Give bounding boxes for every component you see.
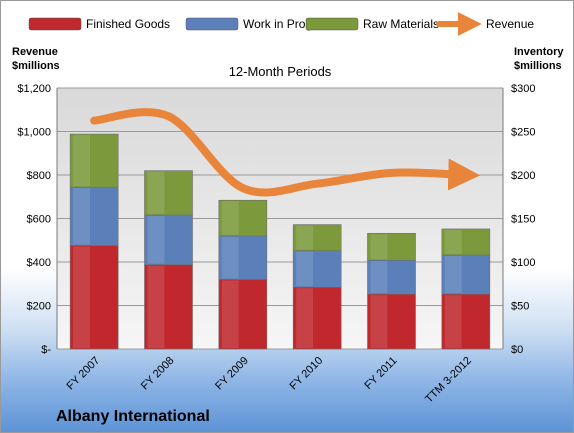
- bar-segment-raw-materials: [292, 224, 342, 251]
- bar-highlight: [73, 246, 90, 348]
- legend-label-revenue: Revenue: [486, 17, 534, 31]
- bar-segment-finished-goods: [144, 264, 193, 350]
- bar-finished-goods: [69, 245, 119, 350]
- legend-item-raw-materials: Raw Materials: [305, 17, 439, 31]
- bar-work-in-progress: [367, 259, 416, 295]
- bar-highlight: [370, 234, 388, 260]
- right-axis-ticks: $0 $50 $100 $150 $200 $250 $300: [511, 83, 535, 356]
- bar-segment-work-in-progress: [441, 254, 491, 295]
- bar-segment-raw-materials: [69, 133, 119, 188]
- left-axis-title-line2: $millions: [12, 60, 60, 72]
- bar-work-in-progress: [292, 250, 342, 288]
- left-tick-label: $200: [27, 301, 51, 313]
- legend-swatch-finished-goods: [28, 17, 82, 31]
- bar-segment-finished-goods: [441, 293, 491, 350]
- bar-highlight: [296, 251, 313, 287]
- bar-finished-goods: [292, 286, 342, 350]
- bar-raw-materials: [69, 133, 119, 188]
- bar-segment-work-in-progress: [367, 259, 416, 295]
- x-tick-label: FY 2008: [139, 355, 177, 393]
- revenue-line: [90, 108, 481, 197]
- legend-swatch-raw-materials: [305, 17, 359, 31]
- bar-raw-materials: [441, 228, 491, 256]
- company-name: Albany International: [56, 408, 210, 425]
- left-tick-label: $400: [27, 257, 51, 269]
- legend-label-finished-goods: Finished Goods: [86, 17, 170, 31]
- gridlines: [56, 87, 504, 350]
- bar-highlight: [147, 171, 165, 215]
- right-axis-title-line2: $millions: [514, 60, 562, 72]
- right-axis-title-line1: Inventory: [514, 46, 564, 58]
- chart-subtitle: 12-Month Periods: [229, 64, 332, 79]
- right-tick-label: $200: [511, 170, 535, 182]
- revenue-line-group: [90, 108, 481, 197]
- bar-work-in-progress: [218, 235, 268, 280]
- bar-segment-raw-materials: [367, 232, 416, 261]
- left-tick-label: $1,000: [17, 127, 51, 139]
- left-tick-label: $800: [27, 170, 51, 182]
- left-tick-label: $-: [41, 344, 51, 356]
- left-tick-label: $1,200: [17, 83, 51, 95]
- bar-work-in-progress: [69, 186, 119, 246]
- bar-highlight: [221, 201, 239, 235]
- x-axis-ticks: FY 2007 FY 2008 FY 2009 FY 2010 FY 2011 TTM 3…: [65, 355, 474, 406]
- x-tick-label: TTM 3-2012: [423, 355, 474, 406]
- bar-work-in-progress: [144, 214, 193, 265]
- bar-highlight: [444, 256, 462, 294]
- bar-segment-raw-materials: [441, 228, 491, 256]
- bar-highlight: [147, 265, 165, 348]
- bar-segment-work-in-progress: [218, 235, 268, 280]
- bar-segment-finished-goods: [292, 286, 342, 350]
- bar-highlight: [147, 216, 165, 264]
- right-tick-label: $100: [511, 257, 535, 269]
- left-axis-ticks: $- $200 $400 $600 $800 $1,000 $1,200: [17, 83, 51, 356]
- bar-highlight: [221, 280, 239, 348]
- legend-item-finished-goods: Finished Goods: [28, 17, 170, 31]
- bar-segment-work-in-progress: [292, 250, 342, 288]
- x-tick-label: FY 2011: [362, 355, 399, 392]
- bar-finished-goods: [367, 293, 416, 350]
- bar-finished-goods: [441, 293, 491, 350]
- x-tick-label: FY 2009: [213, 355, 251, 393]
- bar-segment-raw-materials: [144, 170, 193, 216]
- bar-raw-materials: [367, 232, 416, 261]
- bar-raw-materials: [218, 199, 268, 237]
- bar-finished-goods: [218, 279, 268, 350]
- bar-work-in-progress: [441, 254, 491, 295]
- legend-item-revenue: Revenue: [436, 12, 534, 36]
- legend: Finished Goods Work in Progress Raw Mate…: [28, 12, 534, 36]
- bar-highlight: [73, 188, 90, 245]
- bar-series-group: [69, 133, 491, 350]
- right-tick-label: $50: [511, 301, 529, 313]
- right-tick-label: $250: [511, 127, 535, 139]
- right-tick-label: $0: [511, 344, 523, 356]
- bar-highlight: [296, 225, 313, 250]
- bar-highlight: [221, 236, 239, 279]
- bar-segment-work-in-progress: [144, 214, 193, 265]
- bar-segment-raw-materials: [218, 199, 268, 237]
- bar-raw-materials: [292, 224, 342, 251]
- x-tick-label: FY 2010: [288, 355, 326, 393]
- x-tick-label: FY 2007: [65, 355, 103, 393]
- right-tick-label: $300: [511, 83, 535, 95]
- bar-highlight: [444, 295, 462, 348]
- right-tick-label: $150: [511, 214, 535, 226]
- legend-label-raw-materials: Raw Materials: [363, 17, 439, 31]
- bar-segment-finished-goods: [367, 293, 416, 350]
- bar-segment-finished-goods: [69, 245, 119, 350]
- bar-highlight: [444, 229, 462, 255]
- bar-highlight: [370, 261, 388, 294]
- bar-finished-goods: [144, 264, 193, 350]
- bar-highlight: [296, 288, 313, 348]
- bar-highlight: [370, 295, 388, 348]
- bar-raw-materials: [144, 170, 193, 216]
- bar-segment-finished-goods: [218, 279, 268, 350]
- bar-highlight: [73, 135, 90, 187]
- left-axis-title-line1: Revenue: [12, 46, 58, 58]
- legend-swatch-work-in-progress: [185, 17, 239, 31]
- left-tick-label: $600: [27, 214, 51, 226]
